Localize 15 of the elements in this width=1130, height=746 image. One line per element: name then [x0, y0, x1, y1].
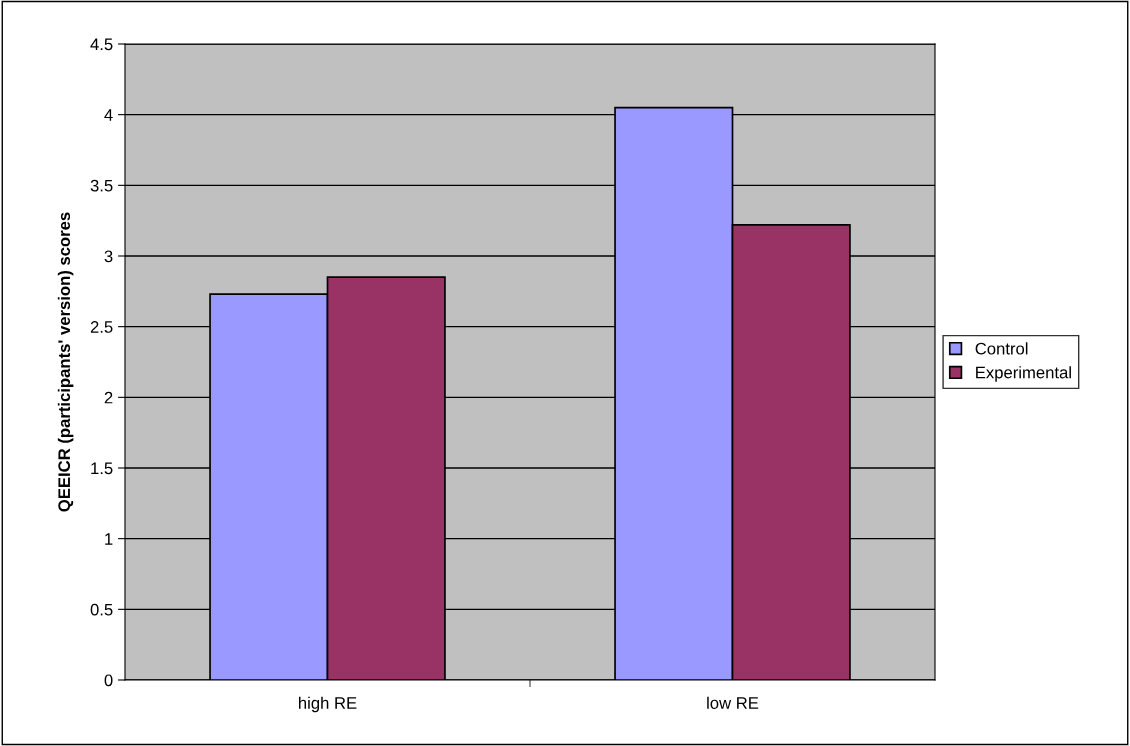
legend-label: Control	[975, 342, 1028, 355]
x-tick-label: high RE	[299, 696, 357, 713]
y-tick-label: 2	[104, 391, 113, 404]
x-tick-label: low RE	[707, 696, 759, 709]
y-tick-label: 2.5	[90, 321, 113, 333]
legend-label: Experimental	[976, 366, 1071, 382]
y-tick-label: 1.5	[91, 462, 113, 475]
y-tick-label: 0	[104, 674, 113, 687]
y-tick-label: 3	[104, 250, 113, 263]
y-tick-label: 4	[104, 109, 113, 121]
y-axis-title: QEEICR (participants' version) scores	[57, 212, 74, 512]
y-tick-label: 0.5	[90, 603, 113, 616]
y-tick-label: 4.5	[90, 38, 113, 51]
y-tick-label: 1	[105, 533, 113, 545]
y-tick-label: 3.5	[90, 179, 113, 192]
